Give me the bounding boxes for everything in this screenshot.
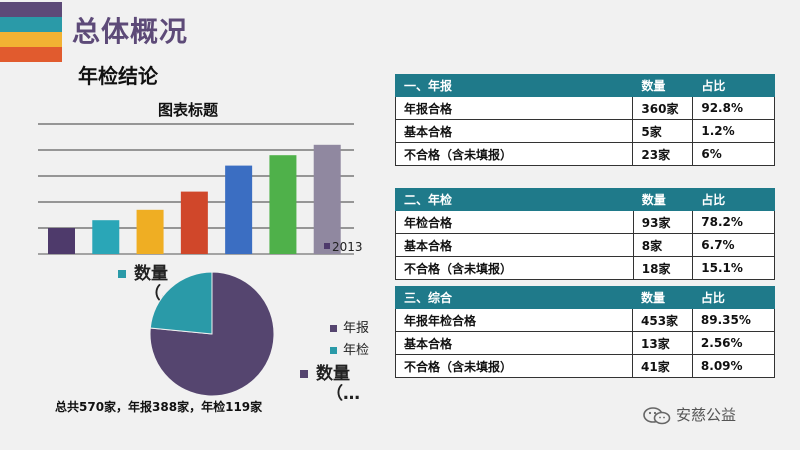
table-header-cell: 一、年报 <box>394 74 634 97</box>
table-cell: 年检合格 <box>395 210 634 234</box>
table-cell: 基本合格 <box>394 119 634 143</box>
bar-legend-swatch <box>324 243 330 249</box>
bar-mark <box>269 155 297 254</box>
table-cell: 93家 <box>632 210 694 234</box>
table-row: 基本合格 13家 2.56% <box>395 331 776 355</box>
stripe-teal <box>0 17 62 32</box>
stripe-orange <box>0 47 62 62</box>
pie-title-bottom-swatch <box>300 370 308 378</box>
bar-legend-label: 2013 <box>332 240 363 254</box>
table-header-cell: 数量 <box>632 74 694 97</box>
table-row: 年检合格 93家 78.2% <box>395 210 775 234</box>
bar-chart: 图表标题 2013 <box>38 101 363 255</box>
table-row: 不合格（含未填报） 41家 8.09% <box>395 354 776 378</box>
table-row: 基本合格 5家 1.2% <box>394 119 775 143</box>
table-cell: 41家 <box>632 354 693 378</box>
watermark: 安慈公益 <box>642 404 736 425</box>
table-cell: 89.35% <box>691 308 776 332</box>
bar-mark <box>225 165 253 254</box>
table-row: 年报年检合格 453家 89.35% <box>395 308 776 332</box>
table-header-cell: 占比 <box>692 74 775 97</box>
pie-title-bottom-text: 数量 <box>316 364 350 384</box>
pie-legend-swatch <box>330 347 337 354</box>
table-header-row: 三、综合 数量 占比 <box>395 286 776 309</box>
pie-legend-label: 年报 <box>343 321 370 336</box>
table-cell: 2.56% <box>691 331 776 355</box>
table-header-cell: 二、年检 <box>395 188 634 211</box>
watermark-text: 安慈公益 <box>676 406 737 424</box>
table-cell: 年报合格 <box>394 96 634 120</box>
table-cell: 78.2% <box>692 210 775 234</box>
table-row: 不合格（含未填报） 18家 15.1% <box>395 256 775 280</box>
pie-legend: 年报 年检 <box>330 318 369 362</box>
bar-mark <box>180 191 208 254</box>
table-row: 不合格（含未填报） 23家 6% <box>394 142 775 166</box>
table-cell: 360家 <box>632 96 694 120</box>
wechat-icon <box>643 406 671 424</box>
table-cell: 不合格（含未填报） <box>394 142 634 166</box>
table-header-cell: 数量 <box>632 286 693 309</box>
table-header-cell: 数量 <box>632 188 694 211</box>
table-cell: 6% <box>692 142 775 166</box>
page-subtitle: 年检结论 <box>78 64 158 88</box>
page-title: 总体概况 <box>72 15 189 48</box>
pie-legend-swatch <box>330 325 337 332</box>
table-annual-inspection: 二、年检 数量 占比 年检合格 93家 78.2% 基本合格 8家 6.7% 不… <box>395 188 775 280</box>
pie-legend-item: 年报 <box>330 318 369 340</box>
table-row: 年报合格 360家 92.8% <box>394 96 775 120</box>
pie-legend-item: 年检 <box>330 340 369 362</box>
table-cell: 1.2% <box>692 119 775 143</box>
table-header-row: 二、年检 数量 占比 <box>395 188 775 211</box>
bar-mark <box>313 144 341 254</box>
table-cell: 基本合格 <box>395 233 634 257</box>
table-cell: 5家 <box>632 119 694 143</box>
table-row: 基本合格 8家 6.7% <box>395 233 775 257</box>
table-cell: 18家 <box>632 256 694 280</box>
table-cell: 23家 <box>632 142 694 166</box>
bar-mark <box>48 228 75 254</box>
table-header-row: 一、年报 数量 占比 <box>394 74 775 97</box>
bar-mark <box>92 220 120 254</box>
table-cell: 453家 <box>632 308 693 332</box>
table-annual-report: 一、年报 数量 占比 年报合格 360家 92.8% 基本合格 5家 1.2% … <box>394 74 775 166</box>
pie-title-bottom-text-2: （… <box>326 384 360 404</box>
pie-title-bottom: 数量 （… <box>300 364 360 404</box>
bar-chart-title: 图表标题 <box>158 101 219 119</box>
pie-slice <box>149 271 213 335</box>
table-cell: 92.8% <box>692 96 775 120</box>
table-header-cell: 占比 <box>691 286 776 309</box>
table-cell: 基本合格 <box>395 331 633 355</box>
table-overall: 三、综合 数量 占比 年报年检合格 453家 89.35% 基本合格 13家 2… <box>395 286 776 378</box>
table-cell: 年报年检合格 <box>395 308 633 332</box>
table-cell: 15.1% <box>692 256 775 280</box>
table-cell: 13家 <box>632 331 693 355</box>
stripe-yellow <box>0 32 62 47</box>
pie-slices <box>149 271 275 397</box>
pie-chart <box>149 271 275 397</box>
table-header-cell: 三、综合 <box>395 286 633 309</box>
table-cell: 8.09% <box>691 354 776 378</box>
bar-chart-bars <box>48 144 341 254</box>
bar-mark <box>136 209 164 254</box>
pie-legend-label: 年检 <box>343 343 370 358</box>
table-cell: 不合格（含未填报） <box>395 354 633 378</box>
summary-text: 总共570家，年报388家，年检119家 <box>55 400 263 414</box>
table-cell: 不合格（含未填报） <box>395 256 634 280</box>
stripe-purple <box>0 2 62 17</box>
table-cell: 8家 <box>632 233 694 257</box>
table-cell: 6.7% <box>692 233 775 257</box>
pie-title-top-text: 数量 <box>134 264 168 284</box>
pie-title-swatch <box>118 270 126 278</box>
table-header-cell: 占比 <box>692 188 775 211</box>
